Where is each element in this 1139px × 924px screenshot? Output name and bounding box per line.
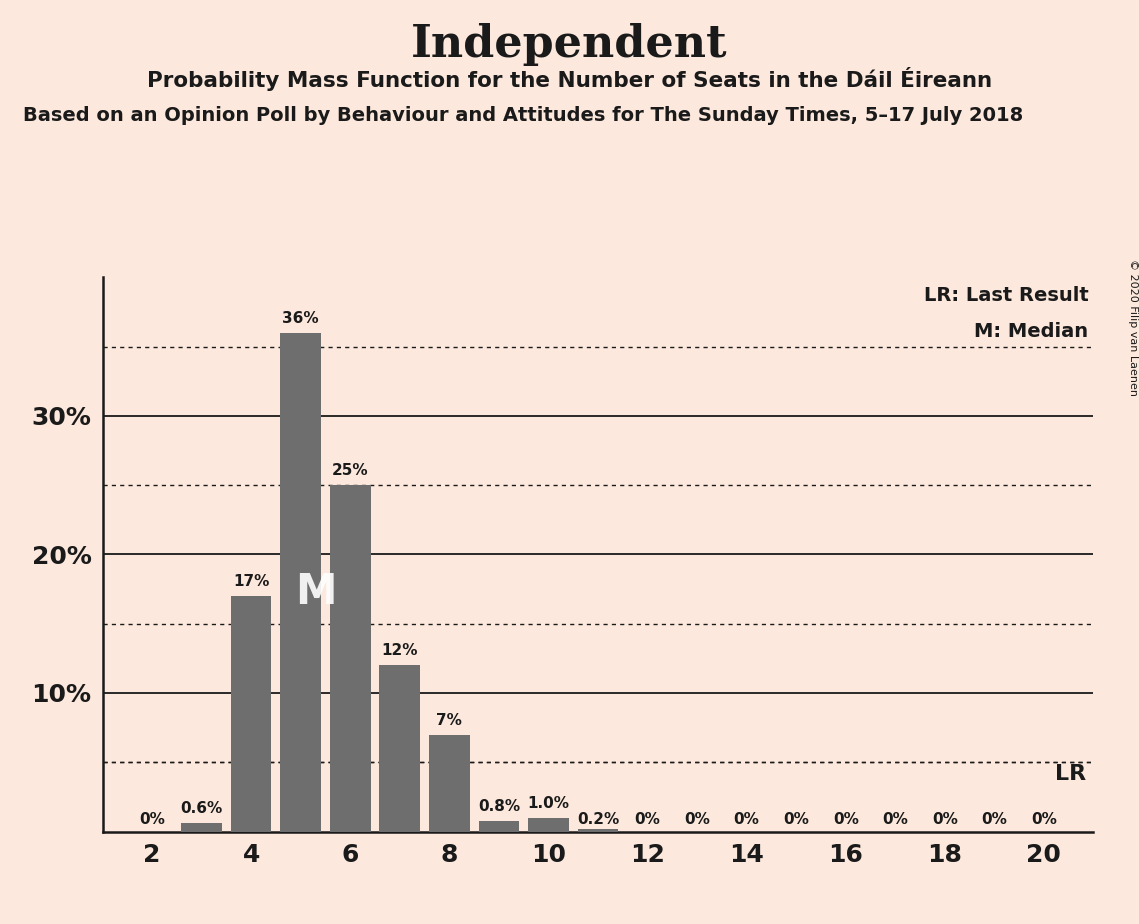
Text: 0%: 0% xyxy=(734,812,760,828)
Text: © 2020 Filip van Laenen: © 2020 Filip van Laenen xyxy=(1129,259,1138,395)
Text: 0%: 0% xyxy=(139,812,165,828)
Text: M: Median: M: Median xyxy=(974,322,1089,341)
Bar xyxy=(280,333,321,832)
Text: 17%: 17% xyxy=(233,574,269,590)
Text: 0%: 0% xyxy=(883,812,908,828)
Bar xyxy=(181,823,222,832)
Bar xyxy=(478,821,519,832)
Text: 0.2%: 0.2% xyxy=(576,812,620,828)
Bar xyxy=(379,665,420,832)
Text: LR: LR xyxy=(1055,764,1085,784)
Text: M: M xyxy=(295,571,336,614)
Text: 0.6%: 0.6% xyxy=(180,801,223,817)
Text: 0%: 0% xyxy=(685,812,710,828)
Bar xyxy=(330,485,370,832)
Text: 0%: 0% xyxy=(932,812,958,828)
Text: Independent: Independent xyxy=(411,23,728,67)
Text: 0%: 0% xyxy=(982,812,1007,828)
Text: Based on an Opinion Poll by Behaviour and Attitudes for The Sunday Times, 5–17 J: Based on an Opinion Poll by Behaviour an… xyxy=(23,106,1023,126)
Text: 0%: 0% xyxy=(634,812,661,828)
Text: 36%: 36% xyxy=(282,310,319,326)
Text: Probability Mass Function for the Number of Seats in the Dáil Éireann: Probability Mass Function for the Number… xyxy=(147,67,992,91)
Text: 0%: 0% xyxy=(1031,812,1057,828)
Text: LR: Last Result: LR: Last Result xyxy=(924,286,1089,305)
Text: 1.0%: 1.0% xyxy=(527,796,570,811)
Text: 12%: 12% xyxy=(382,643,418,658)
Bar xyxy=(577,829,618,832)
Bar xyxy=(429,735,469,832)
Bar xyxy=(528,818,568,832)
Text: 0.8%: 0.8% xyxy=(478,798,519,813)
Text: 0%: 0% xyxy=(833,812,859,828)
Text: 0%: 0% xyxy=(784,812,809,828)
Bar xyxy=(231,596,271,832)
Text: 7%: 7% xyxy=(436,712,462,728)
Text: 25%: 25% xyxy=(331,463,369,479)
